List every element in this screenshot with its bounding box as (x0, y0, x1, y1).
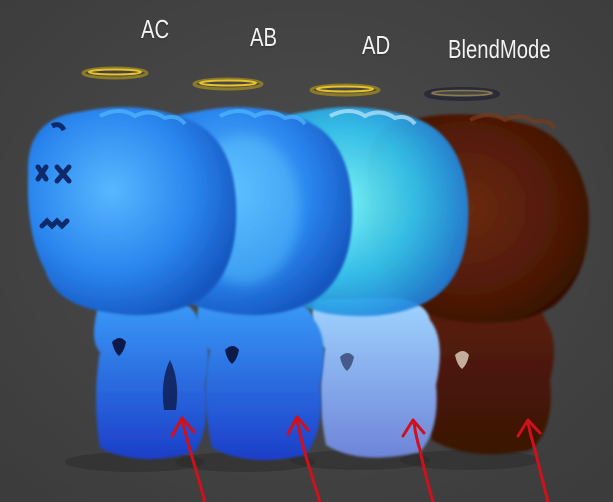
halo-icon (424, 87, 500, 101)
heart-patch-icon (112, 338, 126, 356)
doll-ac (27, 66, 237, 472)
label-ab: AB (250, 22, 278, 52)
halo-icon (192, 77, 264, 91)
x-eyes-icon (35, 164, 72, 230)
heart-patch-icon (455, 351, 469, 369)
pointer-arrow-icon (286, 415, 322, 502)
label-blendmode: BlendMode (448, 34, 551, 64)
heart-patch-icon (340, 353, 354, 371)
label-ac: AC (141, 14, 170, 44)
pointer-arrow-icon (516, 418, 550, 502)
pointer-arrow-icon (170, 416, 207, 502)
halo-icon (81, 66, 149, 80)
heart-patch-icon (225, 346, 239, 364)
halo-icon (309, 83, 381, 97)
pointer-arrow-icon (401, 418, 435, 502)
label-ad: AD (362, 30, 391, 60)
